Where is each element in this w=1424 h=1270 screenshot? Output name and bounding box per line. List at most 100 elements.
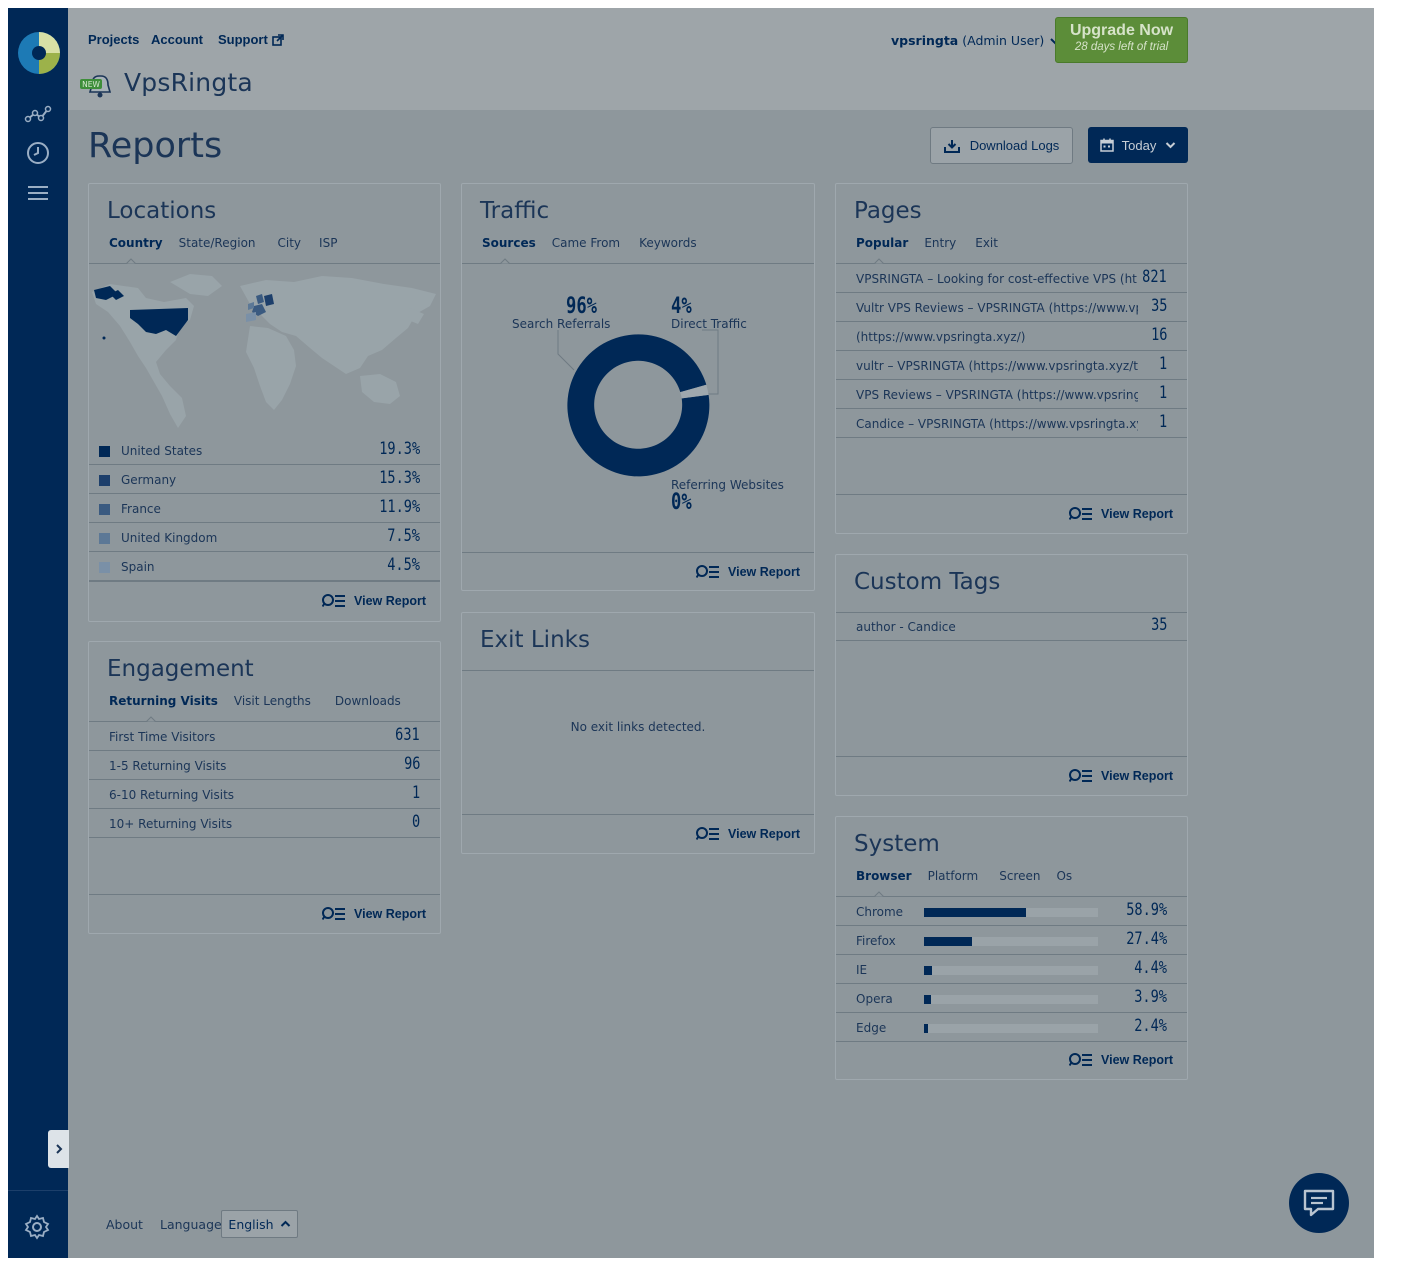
row-label: 6-10 Returning Visits (109, 788, 235, 802)
active-tab-caret (126, 258, 136, 264)
custom-tags-card: Custom Tags author - Candice 35 View Repo… (835, 554, 1188, 796)
header-divider (836, 612, 1187, 613)
referring-websites-percent: 0% (671, 490, 692, 515)
page-row: VPS Reviews – VPSRINGTA (https://www.vps… (836, 380, 1187, 409)
location-row: United States 19.3% (89, 436, 440, 465)
engagement-view-report-link[interactable]: View Report (321, 907, 426, 921)
view-report-icon (695, 565, 719, 579)
tabs-divider (89, 263, 440, 264)
view-report-icon (1068, 769, 1092, 783)
traffic-view-report-link[interactable]: View Report (695, 565, 800, 579)
tab-keywords[interactable]: Keywords (639, 236, 697, 250)
nav-account-link[interactable]: Account (151, 32, 203, 47)
row-value: 35 (1150, 296, 1167, 316)
row-value: 15.3% (379, 468, 420, 488)
view-report-label: View Report (727, 565, 800, 579)
exit-links-card: Exit Links No exit links detected. View … (461, 612, 815, 854)
direct-traffic-percent: 4% (671, 294, 692, 319)
view-report-icon (1068, 507, 1092, 521)
legend-swatch (99, 475, 110, 486)
row-label: author - Candice (856, 620, 956, 634)
language-label: Language: (160, 1217, 226, 1232)
page-row: (https://www.vpsringta.xyz/) 16 (836, 322, 1187, 351)
row-label: (https://www.vpsringta.xyz/) (856, 330, 1026, 344)
system-view-report-link[interactable]: View Report (1068, 1053, 1173, 1067)
upgrade-now-button[interactable]: Upgrade Now 28 days left of trial (1055, 17, 1188, 63)
bar-fill (924, 995, 931, 1004)
tab-visit-lengths[interactable]: Visit Lengths (233, 694, 311, 708)
language-select[interactable]: English (221, 1210, 298, 1238)
system-title: System (854, 831, 940, 857)
chat-button[interactable] (1289, 1173, 1349, 1233)
logo-icon[interactable] (16, 30, 62, 76)
tab-exit[interactable]: Exit (975, 236, 998, 250)
sidebar-expand-button[interactable] (48, 1130, 69, 1168)
row-label: 1-5 Returning Visits (109, 759, 227, 773)
row-label: Spain (121, 560, 155, 574)
custom-tags-title: Custom Tags (854, 569, 1001, 595)
tab-screen[interactable]: Screen (999, 869, 1041, 883)
tab-downloads[interactable]: Downloads (334, 694, 401, 708)
row-value: 16 (1150, 325, 1167, 345)
legend-swatch (99, 504, 110, 515)
download-logs-button[interactable]: Download Logs (930, 127, 1073, 164)
bar-track (924, 966, 1098, 975)
search-referrals-label: Search Referrals (512, 317, 611, 331)
exit-links-view-report-link[interactable]: View Report (695, 827, 800, 841)
direct-traffic-slice (680, 384, 709, 399)
row-label: vultr – VPSRINGTA (https://www.vpsringta… (856, 359, 1138, 373)
menu-icon[interactable] (24, 179, 52, 207)
nav-support-link[interactable]: Support (218, 32, 284, 47)
tab-os[interactable]: Os (1056, 869, 1073, 883)
locations-view-report-link[interactable]: View Report (321, 594, 426, 608)
tab-city[interactable]: City (277, 236, 302, 250)
tab-popular[interactable]: Popular (856, 236, 909, 250)
location-row: Germany 15.3% (89, 465, 440, 494)
clock-icon[interactable] (24, 139, 52, 167)
row-value: 19.3% (379, 439, 420, 459)
locations-title: Locations (107, 198, 217, 224)
date-range-dropdown[interactable]: Today (1088, 127, 1188, 163)
custom-tags-view-report-link[interactable]: View Report (1068, 769, 1173, 783)
left-sidebar (8, 8, 68, 1258)
download-icon (943, 139, 960, 153)
download-logs-label: Download Logs (969, 138, 1060, 153)
active-tab-caret (146, 716, 156, 722)
about-link[interactable]: About (106, 1217, 143, 1232)
tab-state-region[interactable]: State/Region (178, 236, 256, 250)
engagement-row: First Time Visitors 631 (89, 722, 440, 751)
row-label: Firefox (856, 934, 896, 948)
row-label: Edge (856, 1021, 887, 1035)
row-value: 96 (403, 754, 420, 774)
tab-returning-visits[interactable]: Returning Visits (109, 694, 218, 708)
user-menu[interactable]: vpsringta (Admin User) (891, 33, 1061, 48)
tabs-divider (836, 263, 1187, 264)
nav-projects-link[interactable]: Projects (88, 32, 140, 47)
tab-isp[interactable]: ISP (319, 236, 338, 250)
tab-entry[interactable]: Entry (924, 236, 957, 250)
row-value: 7.5% (387, 526, 420, 546)
tab-platform[interactable]: Platform (927, 869, 979, 883)
tabs-divider (89, 721, 440, 722)
tab-came-from[interactable]: Came From (551, 236, 621, 250)
analytics-icon[interactable] (24, 101, 52, 129)
new-badge: NEW (82, 80, 100, 89)
settings-gear-icon[interactable] (23, 1213, 51, 1241)
bar-fill (924, 966, 932, 975)
page-row: Candice – VPSRINGTA (https://www.vpsring… (836, 409, 1187, 438)
tab-browser[interactable]: Browser (856, 869, 912, 883)
new-notifications-bell-icon[interactable]: NEW (80, 72, 118, 100)
page-row: VPSRINGTA – Looking for cost-effective V… (836, 264, 1187, 293)
page-row: vultr – VPSRINGTA (https://www.vpsringta… (836, 351, 1187, 380)
upgrade-title: Upgrade Now (1069, 22, 1174, 39)
browser-row: IE 4.4% (836, 955, 1187, 984)
exit-links-title: Exit Links (480, 627, 590, 653)
user-name: vpsringta (891, 33, 959, 48)
pages-view-report-link[interactable]: View Report (1068, 507, 1173, 521)
legend-swatch (99, 446, 110, 457)
location-row: Spain 4.5% (89, 552, 440, 581)
tab-country[interactable]: Country (109, 236, 163, 250)
chevron-right-icon (55, 1144, 62, 1154)
row-label: IE (856, 963, 868, 977)
tab-sources[interactable]: Sources (482, 236, 536, 250)
